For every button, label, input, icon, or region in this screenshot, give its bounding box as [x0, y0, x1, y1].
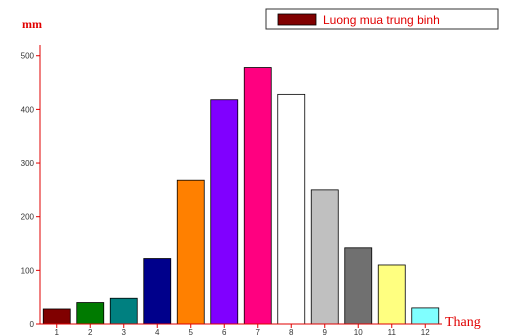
bar [411, 307, 440, 325]
bar [76, 302, 105, 325]
legend-swatch [277, 13, 317, 26]
y-tick-label: 500 [21, 52, 35, 61]
legend: Luong mua trung binh [265, 8, 499, 30]
x-tick-label: 7 [256, 328, 261, 336]
y-tick-label: 0 [30, 320, 35, 329]
bar [42, 308, 71, 325]
x-tick-label: 9 [323, 328, 328, 336]
x-tick-label: 5 [189, 328, 194, 336]
x-axis-ticks: 1 2 3 4 5 6 7 8 9 10 11 12 [55, 324, 430, 336]
bar [377, 264, 406, 325]
bar [277, 93, 306, 325]
y-tick-label: 100 [21, 266, 35, 275]
x-tick-label: 11 [388, 328, 397, 336]
x-tick-label: 2 [88, 328, 93, 336]
x-tick-label: 10 [354, 328, 363, 336]
bar [310, 189, 339, 325]
y-tick-label: 300 [21, 159, 35, 168]
legend-box [265, 8, 499, 30]
bar-series [42, 67, 440, 325]
x-tick-label: 6 [222, 328, 227, 336]
bar [210, 99, 239, 325]
y-axis-ticks: 0 100 200 300 400 500 [21, 52, 40, 329]
legend-label: Luong mua trung binh [323, 13, 440, 27]
x-tick-label: 1 [55, 328, 60, 336]
y-tick-label: 400 [21, 105, 35, 114]
x-tick-label: 4 [155, 328, 160, 336]
bar [109, 297, 138, 325]
bar [243, 67, 272, 325]
x-axis-title: Thang [445, 315, 481, 330]
bar [344, 247, 373, 325]
x-tick-label: 3 [122, 328, 127, 336]
bar [143, 258, 172, 325]
x-tick-label: 12 [421, 328, 430, 336]
y-tick-label: 200 [21, 213, 35, 222]
bar [176, 179, 205, 325]
x-tick-label: 8 [289, 328, 294, 336]
y-axis-unit-label: mm [22, 17, 42, 31]
